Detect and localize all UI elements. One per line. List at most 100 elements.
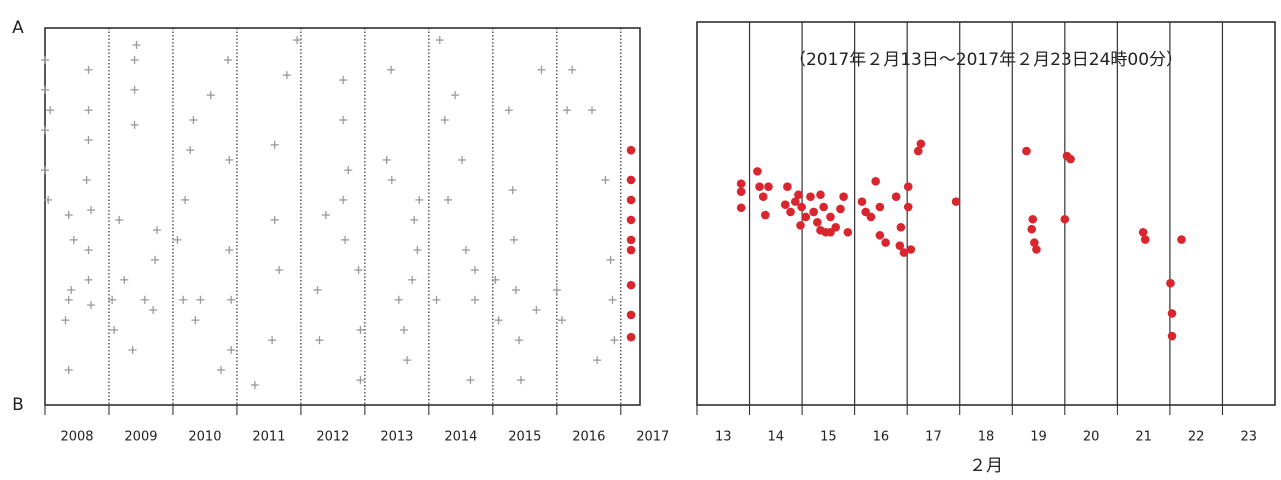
y-tick-label: B — [12, 395, 24, 415]
cross-point — [339, 76, 348, 85]
cross-point — [608, 295, 617, 304]
cross-point — [313, 286, 322, 295]
dot-point — [1030, 238, 1039, 247]
cross-point — [67, 286, 76, 295]
dot-point — [780, 200, 790, 209]
dot-point — [1066, 154, 1075, 164]
dot-point — [626, 310, 636, 320]
cross-point — [120, 275, 129, 284]
dot-point — [755, 182, 764, 191]
dot-point — [764, 182, 773, 191]
dot-point — [816, 226, 825, 235]
x-tick-label: 17 — [925, 430, 942, 445]
x-tick-label: 21 — [1135, 430, 1152, 445]
cross-point — [227, 345, 236, 354]
dot-point — [819, 202, 828, 212]
cross-point — [399, 325, 408, 334]
cross-point — [173, 235, 182, 244]
cross-point — [403, 356, 412, 365]
cross-point — [108, 295, 117, 304]
cross-point — [339, 195, 348, 204]
cross-point — [511, 286, 520, 295]
x-tick-label: 2016 — [572, 430, 605, 445]
dot-point — [626, 280, 636, 290]
dot-point — [836, 204, 845, 214]
cross-point — [444, 195, 453, 204]
cross-point — [41, 126, 49, 135]
cross-point — [432, 295, 441, 304]
cross-point — [61, 316, 70, 325]
cross-point — [115, 215, 124, 224]
dot-point — [1032, 245, 1041, 254]
cross-point — [470, 266, 479, 275]
cross-point — [216, 365, 225, 374]
cross-point — [186, 146, 195, 155]
dot-point — [736, 179, 746, 188]
cross-point — [557, 316, 566, 325]
x-tick-label: 2015 — [508, 430, 541, 445]
x-tick-label: 13 — [715, 430, 732, 445]
dot-point — [809, 207, 818, 217]
dot-point — [796, 221, 805, 230]
x-tick-label: 2014 — [444, 430, 477, 445]
cross-point — [491, 275, 500, 284]
cross-point — [225, 155, 234, 164]
cross-point — [563, 106, 572, 115]
cross-point — [339, 115, 348, 124]
dot-point — [857, 197, 867, 206]
dot-point — [866, 212, 876, 222]
dot-point — [916, 139, 926, 149]
cross-point — [356, 325, 365, 334]
dot-point — [951, 197, 961, 206]
cross-point — [84, 246, 93, 255]
cross-point — [517, 376, 525, 385]
dot-point — [875, 231, 885, 240]
x-axis-label: ２月 — [969, 456, 1003, 476]
cross-point — [140, 295, 149, 304]
dot-point — [813, 218, 822, 227]
dot-point — [797, 202, 806, 212]
cross-point — [356, 376, 365, 385]
cross-point — [41, 56, 49, 65]
cross-point — [130, 85, 139, 94]
dot-point — [1022, 146, 1031, 156]
cross-point — [223, 56, 232, 65]
dot-point — [816, 190, 825, 200]
x-tick-label: 14 — [768, 430, 785, 445]
left-frame — [44, 27, 641, 406]
cross-point — [110, 325, 119, 334]
dot-point — [1138, 227, 1148, 237]
cross-point — [64, 295, 73, 304]
x-tick-label: 2013 — [380, 430, 413, 445]
cross-point — [315, 336, 324, 345]
cross-point — [588, 106, 597, 115]
dot-point — [903, 202, 913, 212]
x-tick-label: 2008 — [60, 430, 93, 445]
cross-point — [508, 186, 517, 195]
dot-point — [1060, 214, 1070, 224]
dot-point — [626, 215, 636, 225]
dot-point — [881, 238, 890, 247]
dot-point — [761, 210, 770, 220]
x-tick-label: 18 — [978, 430, 995, 445]
dot-point — [753, 167, 762, 176]
cross-point — [532, 305, 541, 314]
cross-point — [610, 336, 619, 345]
dot-point — [1167, 331, 1177, 341]
dot-point — [903, 182, 913, 191]
dot-point — [891, 192, 901, 201]
dot-point — [736, 203, 746, 213]
cross-point — [413, 246, 422, 255]
cross-point — [282, 71, 291, 80]
dot-point — [626, 332, 636, 342]
dot-point — [783, 182, 792, 191]
cross-point — [189, 115, 198, 124]
cross-point — [601, 175, 610, 184]
dot-point — [896, 222, 906, 232]
dot-point — [786, 207, 795, 217]
dot-point — [871, 177, 880, 186]
cross-point — [196, 295, 205, 304]
cross-point — [494, 316, 503, 325]
cross-point — [341, 235, 350, 244]
